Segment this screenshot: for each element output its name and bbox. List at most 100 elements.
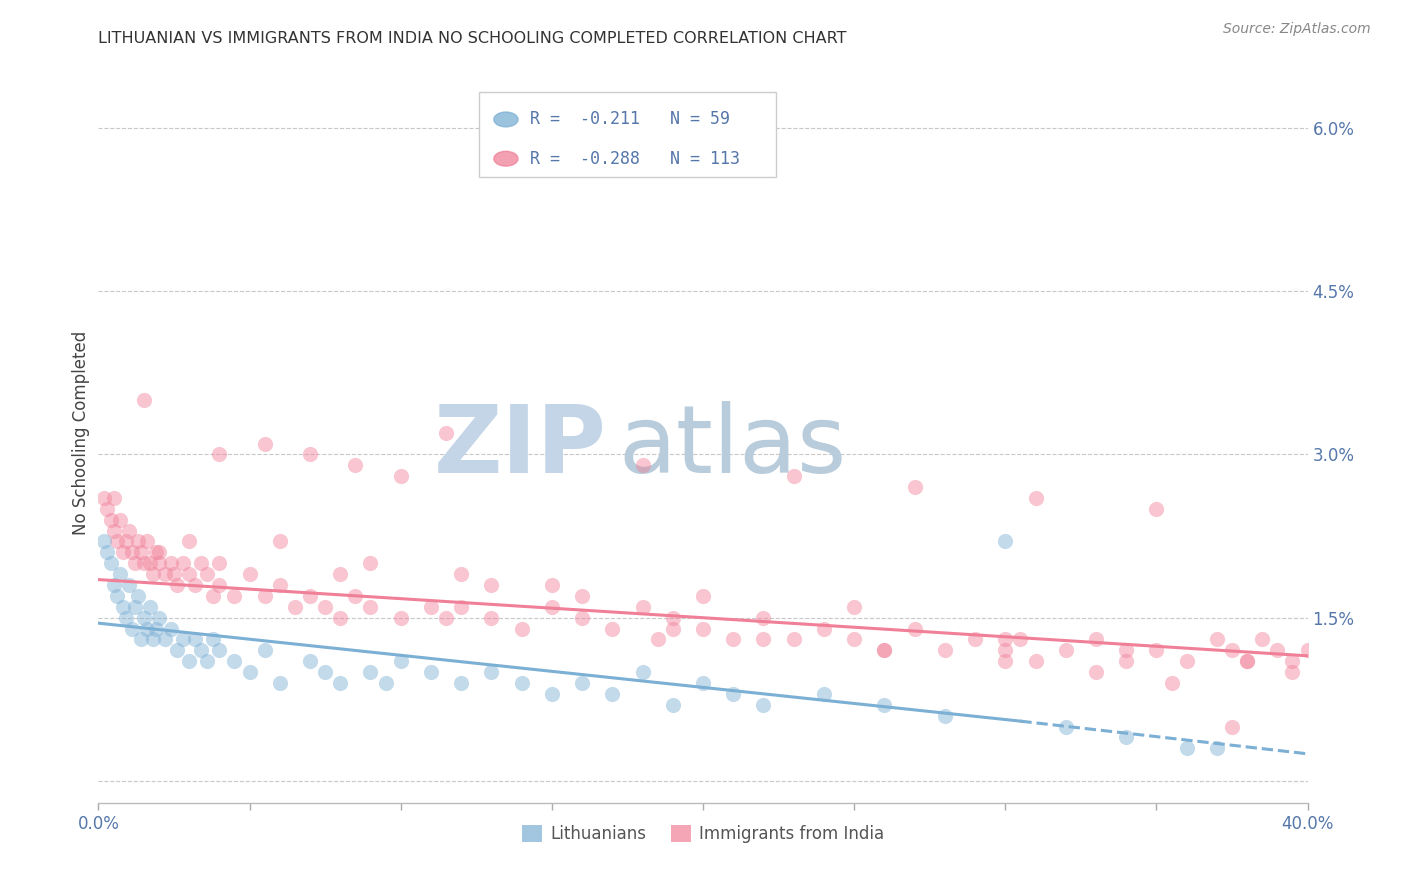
Point	[1220, 643, 1243, 657]
Point	[360, 599, 382, 614]
Point	[602, 687, 624, 701]
Point	[965, 632, 987, 647]
Point	[103, 491, 125, 505]
Point	[118, 524, 141, 538]
Point	[540, 578, 562, 592]
Point	[145, 545, 167, 559]
Point	[160, 622, 183, 636]
Point	[208, 643, 231, 657]
Point	[571, 589, 593, 603]
Point	[269, 676, 291, 690]
Point	[1115, 731, 1137, 745]
Point	[172, 556, 194, 570]
Circle shape	[494, 152, 517, 166]
Point	[108, 567, 131, 582]
Point	[132, 610, 155, 624]
Point	[631, 458, 654, 473]
Point	[127, 534, 149, 549]
Point	[450, 599, 472, 614]
Point	[1010, 632, 1032, 647]
Point	[93, 491, 115, 505]
Point	[994, 632, 1017, 647]
Point	[329, 676, 352, 690]
Point	[481, 665, 503, 680]
Text: R =  -0.211   N = 59: R = -0.211 N = 59	[530, 111, 730, 128]
Point	[1281, 654, 1303, 668]
Point	[163, 567, 186, 582]
Point	[111, 545, 134, 559]
Point	[389, 469, 412, 483]
FancyBboxPatch shape	[479, 92, 776, 178]
Point	[994, 643, 1017, 657]
Point	[1115, 643, 1137, 657]
Text: Source: ZipAtlas.com: Source: ZipAtlas.com	[1223, 22, 1371, 37]
Point	[208, 578, 231, 592]
Point	[1220, 720, 1243, 734]
Point	[571, 610, 593, 624]
Point	[148, 556, 170, 570]
Point	[100, 513, 122, 527]
Point	[1281, 665, 1303, 680]
Point	[1267, 643, 1289, 657]
Point	[202, 589, 225, 603]
Point	[1160, 676, 1182, 690]
Point	[844, 599, 866, 614]
Point	[129, 545, 152, 559]
Point	[360, 665, 382, 680]
Point	[166, 578, 188, 592]
Point	[129, 632, 152, 647]
Point	[184, 632, 207, 647]
Point	[1085, 665, 1108, 680]
Point	[934, 643, 956, 657]
Point	[723, 687, 745, 701]
Point	[692, 622, 714, 636]
Point	[253, 436, 276, 450]
Point	[166, 643, 188, 657]
Point	[1024, 491, 1046, 505]
Point	[96, 501, 118, 516]
Point	[344, 458, 367, 473]
Point	[103, 524, 125, 538]
Point	[602, 622, 624, 636]
Circle shape	[494, 112, 517, 127]
Point	[904, 622, 927, 636]
Point	[208, 556, 231, 570]
Point	[692, 676, 714, 690]
Point	[692, 589, 714, 603]
Point	[111, 599, 134, 614]
Point	[160, 556, 183, 570]
Text: LITHUANIAN VS IMMIGRANTS FROM INDIA NO SCHOOLING COMPLETED CORRELATION CHART: LITHUANIAN VS IMMIGRANTS FROM INDIA NO S…	[98, 31, 846, 46]
Point	[540, 599, 562, 614]
Point	[389, 654, 412, 668]
Point	[314, 599, 336, 614]
Point	[179, 567, 201, 582]
Text: atlas: atlas	[619, 401, 846, 493]
Point	[269, 578, 291, 592]
Point	[179, 654, 201, 668]
Point	[661, 698, 683, 712]
Point	[1144, 501, 1167, 516]
Point	[434, 425, 457, 440]
Point	[105, 534, 128, 549]
Point	[224, 589, 246, 603]
Point	[105, 589, 128, 603]
Point	[124, 556, 146, 570]
Point	[344, 589, 367, 603]
Point	[1175, 741, 1198, 756]
Point	[139, 599, 162, 614]
Point	[145, 622, 167, 636]
Point	[540, 687, 562, 701]
Point	[100, 556, 122, 570]
Point	[631, 665, 654, 680]
Point	[389, 610, 412, 624]
Point	[190, 643, 212, 657]
Point	[202, 632, 225, 647]
Point	[132, 556, 155, 570]
Point	[224, 654, 246, 668]
Point	[510, 676, 533, 690]
Point	[135, 622, 157, 636]
Point	[299, 654, 322, 668]
Point	[118, 578, 141, 592]
Point	[1115, 654, 1137, 668]
Point	[1206, 632, 1229, 647]
